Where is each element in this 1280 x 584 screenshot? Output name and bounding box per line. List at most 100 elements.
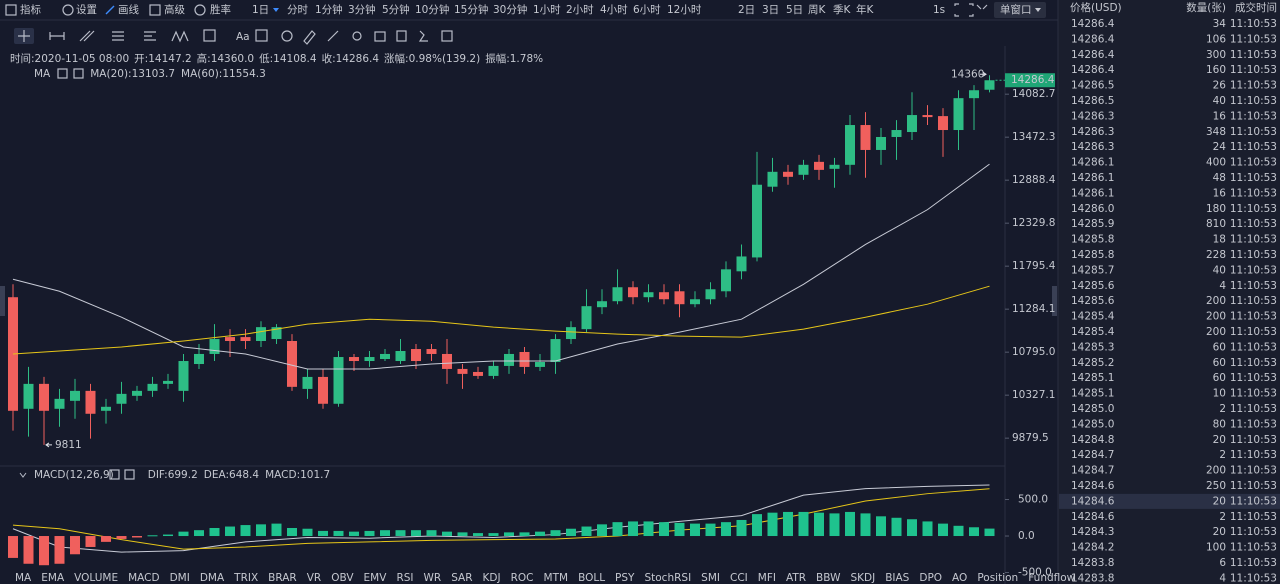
indicator-tab[interactable]: DMA (200, 572, 225, 584)
interval[interactable]: 6小时 (633, 4, 661, 16)
indicator-tab[interactable]: EMV (364, 572, 388, 584)
interval[interactable]: 15分钟 (454, 3, 488, 16)
window-select[interactable] (994, 2, 1046, 18)
indicator-tab[interactable]: MTM (544, 572, 569, 584)
menu-item[interactable]: 设置 (76, 4, 97, 16)
macd-collapse[interactable] (19, 472, 27, 478)
tool-ruler[interactable] (303, 30, 316, 45)
macd-bar (457, 532, 468, 537)
tool-magnet[interactable] (352, 31, 362, 41)
interval[interactable]: 1日 (252, 4, 269, 16)
indicator-tab[interactable]: Position (977, 572, 1018, 584)
interval[interactable]: 12小时 (667, 4, 702, 16)
tool-hline[interactable] (49, 32, 65, 40)
indicator-tab[interactable]: ROC (511, 572, 534, 584)
icon-shrink[interactable] (976, 4, 988, 10)
trade-time: 11:10:53 (1230, 141, 1277, 153)
indicator-tab[interactable]: SAR (451, 572, 472, 584)
ma-close[interactable] (73, 68, 84, 79)
interval[interactable]: 1小时 (533, 4, 561, 16)
macd-bar (690, 523, 700, 537)
candle-body (194, 353, 204, 365)
indicator-tab[interactable]: BIAS (885, 572, 909, 584)
menu-item[interactable]: 胜率 (210, 3, 231, 16)
candle-body (705, 289, 716, 300)
interval[interactable]: 4小时 (600, 4, 628, 16)
indicator-tab[interactable]: VOLUME (74, 572, 118, 584)
indicator-tab[interactable]: SKDJ (850, 572, 875, 584)
trade-qty: 10 (1213, 388, 1226, 400)
interval[interactable]: 5日 (786, 4, 803, 16)
indicator-tab[interactable]: ATR (786, 572, 806, 584)
indicator-tab[interactable]: EMA (41, 572, 65, 584)
interval[interactable]: 1分钟 (315, 3, 343, 16)
indicator-tab[interactable]: DPO (919, 572, 942, 584)
tool-pencil[interactable] (327, 30, 339, 42)
indicator-tab[interactable]: PSY (615, 572, 635, 584)
interval[interactable]: 10分钟 (415, 3, 449, 16)
tool-wave[interactable] (171, 30, 189, 43)
interval[interactable]: 3分钟 (348, 3, 376, 16)
indicator-line (12, 285, 990, 355)
tool-fib[interactable] (144, 31, 156, 41)
indicator-tab[interactable]: Fundflow (1028, 572, 1075, 584)
tool-text[interactable]: Aa (236, 31, 250, 43)
tool-copy[interactable] (396, 30, 407, 42)
trade-qty: 300 (1206, 49, 1226, 61)
macd-title: MACD(12,26,9) (34, 469, 114, 481)
macd-settings[interactable] (109, 469, 120, 480)
tool-pattern[interactable] (255, 29, 268, 42)
icon-fullscreen[interactable] (954, 3, 974, 17)
interval[interactable]: 3日 (762, 4, 779, 16)
indicator-tab[interactable]: RSI (396, 572, 413, 584)
interval[interactable]: 年K (856, 3, 874, 16)
indicator-tab[interactable]: VR (307, 572, 321, 584)
scroll-right[interactable] (1052, 286, 1057, 316)
indicator-tab[interactable]: TRIX (233, 572, 258, 584)
indicator-tab[interactable]: BOLL (578, 572, 605, 584)
trade-time: 11:10:53 (1230, 418, 1277, 430)
tool-cross[interactable] (18, 30, 30, 42)
interval[interactable]: 2日 (738, 4, 755, 16)
menu-item[interactable]: 高级 (164, 3, 185, 16)
menu-item[interactable]: 指标 (20, 3, 41, 16)
indicator-tab[interactable]: SMI (701, 572, 720, 584)
tool-lock[interactable] (374, 31, 386, 42)
indicator-tab[interactable]: KDJ (483, 572, 501, 584)
macd-close[interactable] (124, 469, 135, 480)
trade-time: 11:10:53 (1230, 511, 1277, 523)
ma-settings[interactable] (57, 68, 68, 79)
info-value: 14108.4 (273, 53, 317, 65)
macd-bar (550, 530, 561, 537)
indicator-tab[interactable]: BRAR (268, 572, 297, 584)
tool-trend[interactable] (79, 30, 95, 42)
macd-bar (349, 531, 359, 537)
indicator-tab[interactable]: CCI (730, 572, 748, 584)
indicator-tab[interactable]: WR (424, 572, 442, 584)
indicator-tab[interactable]: DMI (170, 572, 190, 584)
indicator-tab[interactable]: MA (15, 572, 32, 584)
macd-bar (814, 512, 824, 537)
macd-bar (132, 536, 142, 538)
indicator-tab[interactable]: AO (952, 572, 967, 584)
refresh[interactable]: 1s (933, 4, 945, 16)
tool-delete[interactable] (441, 30, 453, 42)
window-label[interactable]: 单窗口 (1000, 3, 1032, 16)
tool-hide[interactable] (418, 30, 428, 42)
indicator-tab[interactable]: BBW (816, 572, 841, 584)
scroll-left[interactable] (0, 286, 5, 316)
interval[interactable]: 5分钟 (382, 3, 410, 16)
interval[interactable]: 分时 (287, 4, 308, 16)
tool-brush[interactable] (281, 30, 293, 42)
indicator-tab[interactable]: MFI (758, 572, 776, 584)
menu-item[interactable]: 画线 (118, 3, 139, 16)
indicator-tab[interactable]: MACD (128, 572, 159, 584)
tool-channel[interactable] (112, 31, 124, 41)
interval[interactable]: 周K (808, 4, 826, 16)
indicator-tab[interactable]: OBV (331, 572, 354, 584)
interval[interactable]: 2小时 (566, 4, 594, 16)
indicator-tab[interactable]: StochRSI (644, 572, 691, 584)
tool-shape[interactable] (203, 29, 216, 42)
interval[interactable]: 季K (833, 4, 851, 16)
interval[interactable]: 30分钟 (493, 3, 527, 16)
